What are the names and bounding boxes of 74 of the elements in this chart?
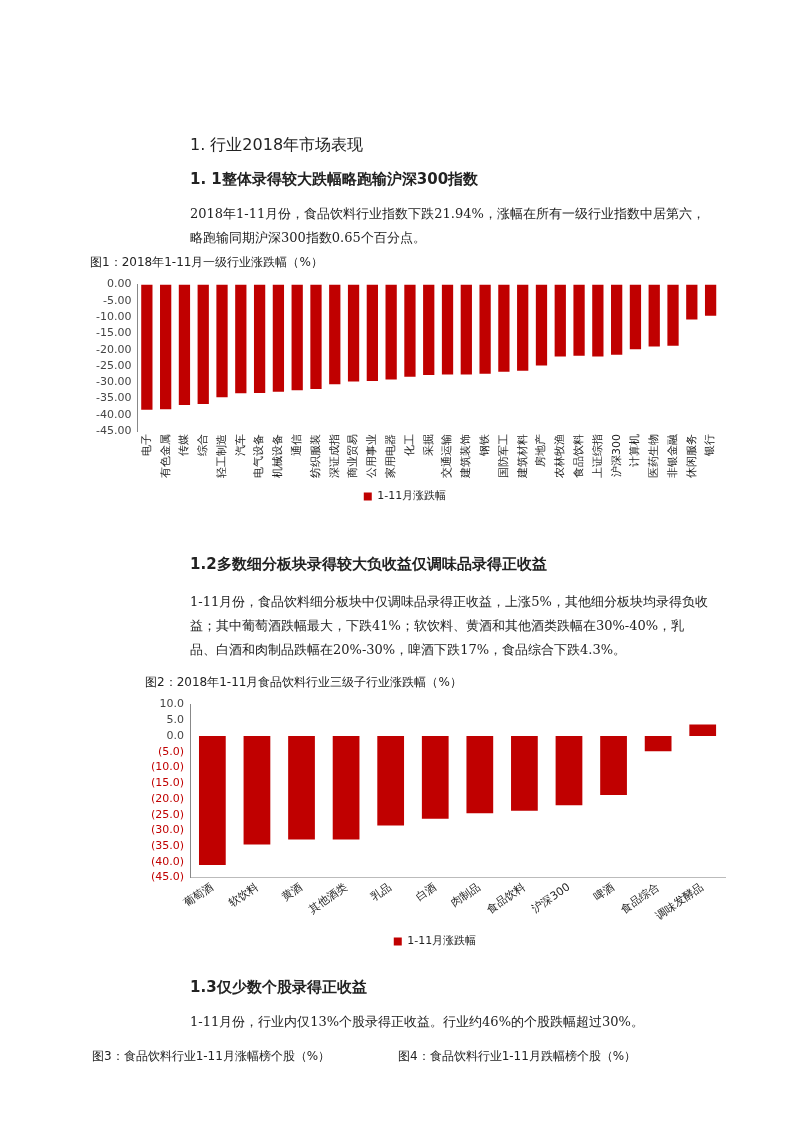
y-tick-label: -25.00 (95, 358, 132, 372)
x-tick-label: 软饮料 (225, 880, 261, 910)
x-tick-label: 通信 (290, 434, 304, 456)
x-tick-label: 白酒 (413, 880, 439, 904)
x-tick-label: 钢铁 (477, 434, 491, 457)
y-tick-label: (15.0) (151, 776, 185, 790)
x-tick-label: 家用电器 (384, 434, 398, 478)
y-tick-label: (5.0) (158, 744, 185, 758)
x-tick-label: 银行 (703, 434, 717, 457)
y-tick-label: 5.0 (166, 713, 185, 727)
text: 2018年1-11月份，食品饮料行业指数下跌21.94%，涨幅在所有一级行业指数中居第六，略跑输同期沪深300指数0.65个百分点。 (190, 205, 706, 247)
x-tick-label: 建筑装饰 (459, 434, 473, 479)
y-tick-label: -45.00 (95, 423, 132, 437)
y-tick-label: (10.0) (151, 760, 185, 774)
text: 1. 1整体录得较大跌幅略跑输沪深300指数 (190, 170, 479, 189)
y-tick-label: 0.0 (166, 728, 185, 742)
x-tick-label: 食品饮料 (571, 434, 585, 478)
x-tick-label: 医药生物 (647, 434, 661, 478)
x-tick-label: 电气设备 (252, 434, 266, 478)
x-tick-label: 传媒 (177, 434, 191, 456)
y-tick-label: (20.0) (151, 791, 185, 805)
x-tick-label: 机械设备 (271, 434, 285, 478)
x-tick-label: 交通运输 (440, 434, 454, 478)
text: 1-11月份，食品饮料细分板块中仅调味品录得正收益，上涨5%，其他细分板块均录得负收益；其中葡萄酒跌幅最大，下跌41%；软饮料、黄酒和其他酒类跌幅在30%-40%，乳品、白酒和肉制品跌幅在20%-30%，啤酒下跌17%，食品综合下跌4.3%。 (190, 593, 709, 659)
y-tick-label: -20.00 (95, 342, 132, 356)
x-tick-label: 农林牧渔 (553, 434, 567, 478)
x-tick-label: 电子 (139, 434, 153, 456)
x-tick-label: 计算机 (628, 434, 642, 467)
x-tick-label: 深证成指 (327, 434, 341, 478)
caption: 图3：食品饮料行业1-11月涨幅榜个股（%） (92, 1048, 331, 1065)
x-tick-label: 乳品 (368, 880, 395, 904)
text: 1. 行业2018年市场表现 (190, 135, 364, 156)
x-tick-label: 其他酒类 (305, 880, 350, 917)
y-tick-label: (40.0) (151, 854, 185, 868)
y-tick-label: 10.0 (159, 697, 185, 711)
legend-label: 1-11月涨跌幅 (377, 489, 447, 503)
y-tick-label: -35.00 (95, 391, 132, 405)
x-tick-label: 沪深300 (529, 880, 573, 916)
x-tick-label: 房地产 (534, 434, 548, 467)
x-tick-label: 休闲服务 (684, 434, 698, 478)
x-tick-label: 化工 (402, 434, 416, 456)
x-tick-label: 汽车 (233, 434, 247, 456)
y-tick-label: 0.00 (106, 277, 132, 291)
legend-label: 1-11月涨跌幅 (407, 934, 477, 948)
x-tick-label: 综合 (196, 434, 210, 456)
caption: 图4：食品饮料行业1-11月跌幅榜个股（%） (398, 1048, 637, 1065)
chart-title: 图2：2018年1-11月食品饮料行业三级子行业涨跌幅（%） (145, 674, 463, 691)
y-tick-label: -10.00 (95, 309, 132, 323)
x-tick-label: 啤酒 (591, 880, 617, 904)
chart-title: 图1：2018年1-11月一级行业涨跌幅（%） (90, 254, 324, 271)
x-tick-label: 国防军工 (496, 434, 510, 478)
x-tick-label: 沪深300 (609, 434, 623, 477)
text: 1.2多数细分板块录得较大负收益仅调味品录得正收益 (190, 555, 547, 574)
y-tick-label: (25.0) (151, 807, 185, 821)
x-tick-label: 有色金属 (158, 434, 172, 478)
x-tick-label: 轻工制造 (214, 434, 228, 478)
x-tick-label: 非银金融 (665, 434, 679, 478)
x-tick-label: 商业贸易 (346, 434, 360, 478)
y-tick-label: -30.00 (95, 375, 132, 389)
x-tick-label: 采掘 (421, 434, 435, 456)
x-tick-label: 上证综指 (590, 434, 604, 478)
y-tick-label: -5.00 (102, 293, 132, 307)
x-tick-label: 肉制品 (448, 880, 484, 910)
y-tick-label: (35.0) (151, 839, 185, 853)
y-tick-label: (30.0) (151, 823, 185, 837)
x-tick-label: 公用事业 (365, 434, 379, 478)
text: 1-11月份，行业内仅13%个股录得正收益。行业约46%的个股跌幅超过30%。 (190, 1013, 645, 1031)
x-tick-label: 建筑材料 (515, 434, 529, 479)
x-tick-label: 纺织服装 (308, 434, 322, 478)
text: 1.3仅少数个股录得正收益 (190, 978, 367, 997)
x-tick-label: 食品饮料 (484, 880, 528, 917)
x-tick-label: 黄酒 (279, 880, 305, 904)
y-tick-label: -15.00 (95, 326, 132, 340)
y-tick-label: -40.00 (95, 407, 132, 421)
